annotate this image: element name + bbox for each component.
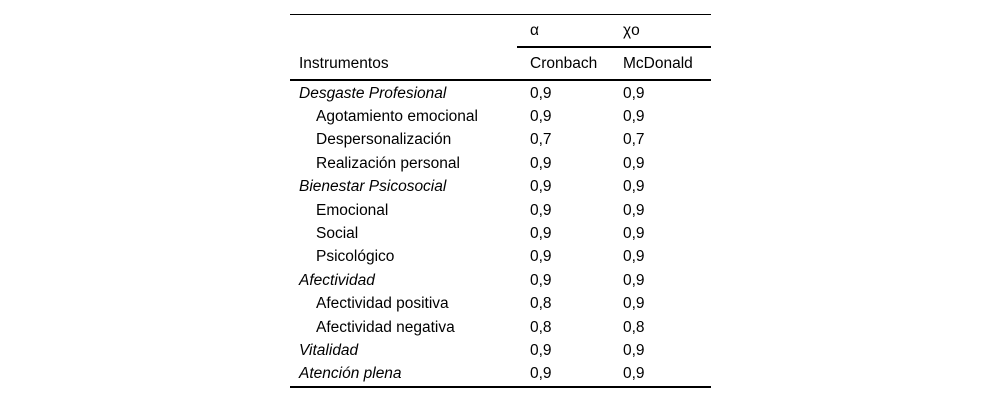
mcdonald-value: 0,9	[623, 84, 645, 102]
row-label: Despersonalización	[316, 131, 452, 149]
mcdonald-value: 0,9	[623, 108, 645, 126]
omega-symbol-header: χo	[623, 22, 640, 39]
row-label: Emocional	[316, 201, 389, 219]
cronbach-value: 0,7	[530, 131, 552, 149]
cronbach-value: 0,8	[530, 318, 552, 336]
stats-columns-rule	[517, 46, 711, 48]
row-label: Agotamiento emocional	[316, 108, 478, 126]
row-label: Afectividad	[299, 271, 375, 289]
cronbach-value: 0,8	[530, 295, 552, 313]
row-label: Afectividad positiva	[316, 295, 449, 313]
mcdonald-value: 0,9	[623, 225, 645, 243]
cronbach-value: 0,9	[530, 365, 552, 383]
cronbach-value: 0,9	[530, 178, 552, 196]
mcdonald-value: 0,9	[623, 365, 645, 383]
cronbach-value: 0,9	[530, 248, 552, 266]
mcdonald-value: 0,9	[623, 178, 645, 196]
row-label: Psicológico	[316, 248, 395, 266]
table-row: Afectividad 0,9 0,9	[290, 269, 711, 292]
cronbach-value: 0,9	[530, 108, 552, 126]
table-row: Agotamiento emocional 0,9 0,9	[290, 105, 711, 128]
table-row: Vitalidad 0,9 0,9	[290, 339, 711, 362]
reliability-table: α χo Instrumentos Cronbach McDonald Desg…	[290, 14, 711, 388]
header-bottom-rule	[290, 79, 711, 81]
cronbach-value: 0,9	[530, 84, 552, 102]
table-row: Bienestar Psicosocial 0,9 0,9	[290, 176, 711, 199]
table-header-symbols-row: α χo	[290, 16, 711, 46]
mcdonald-value: 0,8	[623, 318, 645, 336]
cronbach-column-header: Cronbach	[530, 54, 598, 72]
row-label: Vitalidad	[299, 341, 359, 359]
instruments-column-header: Instrumentos	[299, 54, 389, 72]
mcdonald-value: 0,9	[623, 154, 645, 172]
mcdonald-value: 0,9	[623, 341, 645, 359]
mcdonald-value: 0,9	[623, 295, 645, 313]
row-label: Social	[316, 225, 359, 243]
table-row: Despersonalización 0,7 0,7	[290, 129, 711, 152]
table-body: Desgaste Profesional 0,9 0,9 Agotamiento…	[290, 82, 711, 386]
mcdonald-value: 0,9	[623, 271, 645, 289]
table-bottom-rule	[290, 386, 711, 388]
table-row: Psicológico 0,9 0,9	[290, 246, 711, 269]
table-row: Realización personal 0,9 0,9	[290, 152, 711, 175]
mcdonald-value: 0,9	[623, 248, 645, 266]
table-row: Desgaste Profesional 0,9 0,9	[290, 82, 711, 105]
table-row: Social 0,9 0,9	[290, 222, 711, 245]
row-label: Desgaste Profesional	[299, 84, 447, 102]
cronbach-value: 0,9	[530, 271, 552, 289]
table-header-labels-row: Instrumentos Cronbach McDonald	[290, 48, 711, 79]
mcdonald-value: 0,7	[623, 131, 645, 149]
mcdonald-value: 0,9	[623, 201, 645, 219]
row-label: Bienestar Psicosocial	[299, 178, 447, 196]
row-label: Realización personal	[316, 154, 460, 172]
table-row: Atención plena 0,9 0,9	[290, 363, 711, 386]
alpha-symbol-header: α	[530, 22, 539, 39]
cronbach-value: 0,9	[530, 201, 552, 219]
cronbach-value: 0,9	[530, 225, 552, 243]
cronbach-value: 0,9	[530, 154, 552, 172]
row-label: Afectividad negativa	[316, 318, 455, 336]
row-label: Atención plena	[299, 365, 402, 383]
table-row: Emocional 0,9 0,9	[290, 199, 711, 222]
cronbach-value: 0,9	[530, 341, 552, 359]
table-row: Afectividad positiva 0,8 0,9	[290, 293, 711, 316]
table-row: Afectividad negativa 0,8 0,8	[290, 316, 711, 339]
mcdonald-column-header: McDonald	[623, 54, 693, 72]
